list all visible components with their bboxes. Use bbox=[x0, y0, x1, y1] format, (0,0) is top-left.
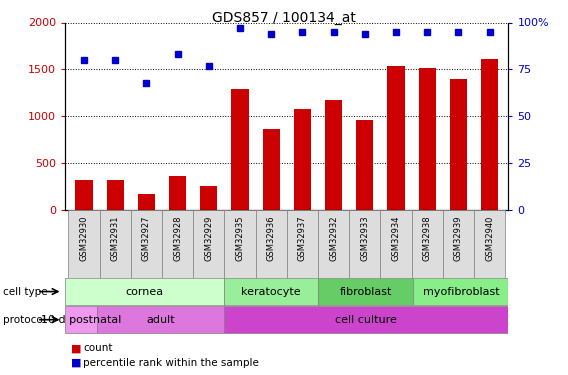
Bar bbox=[224, 306, 508, 333]
Text: GSM32933: GSM32933 bbox=[360, 215, 369, 261]
Bar bbox=[325, 100, 342, 210]
Bar bbox=[65, 306, 97, 333]
Bar bbox=[201, 186, 218, 210]
Text: percentile rank within the sample: percentile rank within the sample bbox=[83, 358, 260, 368]
Text: GSM32930: GSM32930 bbox=[80, 215, 89, 261]
Bar bbox=[76, 180, 93, 210]
Text: GSM32934: GSM32934 bbox=[391, 215, 400, 261]
Text: GSM32939: GSM32939 bbox=[454, 215, 463, 261]
Text: cornea: cornea bbox=[126, 286, 164, 297]
Bar bbox=[138, 194, 155, 210]
Bar bbox=[68, 210, 99, 278]
Text: 10 d postnatal: 10 d postnatal bbox=[41, 315, 122, 325]
Bar bbox=[287, 210, 318, 278]
Bar bbox=[232, 89, 249, 210]
Bar bbox=[474, 210, 506, 278]
Bar bbox=[169, 176, 186, 210]
Bar bbox=[349, 210, 381, 278]
Bar bbox=[318, 210, 349, 278]
Text: cell culture: cell culture bbox=[335, 315, 397, 325]
Bar bbox=[99, 210, 131, 278]
Text: ■: ■ bbox=[71, 343, 81, 353]
Text: GSM32929: GSM32929 bbox=[204, 215, 214, 261]
Bar bbox=[107, 180, 124, 210]
Bar bbox=[256, 210, 287, 278]
Text: myofibroblast: myofibroblast bbox=[423, 286, 499, 297]
Bar bbox=[224, 278, 319, 305]
Text: GDS857 / 100134_at: GDS857 / 100134_at bbox=[212, 11, 356, 25]
Bar bbox=[97, 306, 224, 333]
Text: keratocyte: keratocyte bbox=[241, 286, 301, 297]
Bar bbox=[65, 278, 224, 305]
Bar bbox=[193, 210, 224, 278]
Text: cell type: cell type bbox=[3, 286, 48, 297]
Bar bbox=[224, 210, 256, 278]
Text: GSM32932: GSM32932 bbox=[329, 215, 338, 261]
Text: GSM32928: GSM32928 bbox=[173, 215, 182, 261]
Text: GSM32937: GSM32937 bbox=[298, 215, 307, 261]
Bar bbox=[131, 210, 162, 278]
Text: GSM32927: GSM32927 bbox=[142, 215, 151, 261]
Text: fibroblast: fibroblast bbox=[340, 286, 392, 297]
Bar bbox=[294, 109, 311, 210]
Text: GSM32938: GSM32938 bbox=[423, 215, 432, 261]
Bar bbox=[356, 120, 373, 210]
Bar bbox=[419, 68, 436, 210]
Bar bbox=[319, 278, 414, 305]
Text: GSM32936: GSM32936 bbox=[267, 215, 275, 261]
Text: ■: ■ bbox=[71, 358, 81, 368]
Bar bbox=[162, 210, 193, 278]
Text: GSM32940: GSM32940 bbox=[485, 215, 494, 261]
Text: count: count bbox=[83, 343, 113, 353]
Bar bbox=[414, 278, 508, 305]
Bar bbox=[262, 129, 280, 210]
Text: adult: adult bbox=[146, 315, 174, 325]
Bar bbox=[481, 59, 498, 210]
Bar bbox=[381, 210, 412, 278]
Text: GSM32931: GSM32931 bbox=[111, 215, 120, 261]
Bar bbox=[450, 79, 467, 210]
Bar bbox=[443, 210, 474, 278]
Text: GSM32935: GSM32935 bbox=[236, 215, 245, 261]
Bar bbox=[387, 66, 404, 210]
Bar bbox=[412, 210, 443, 278]
Text: protocol: protocol bbox=[3, 315, 45, 325]
